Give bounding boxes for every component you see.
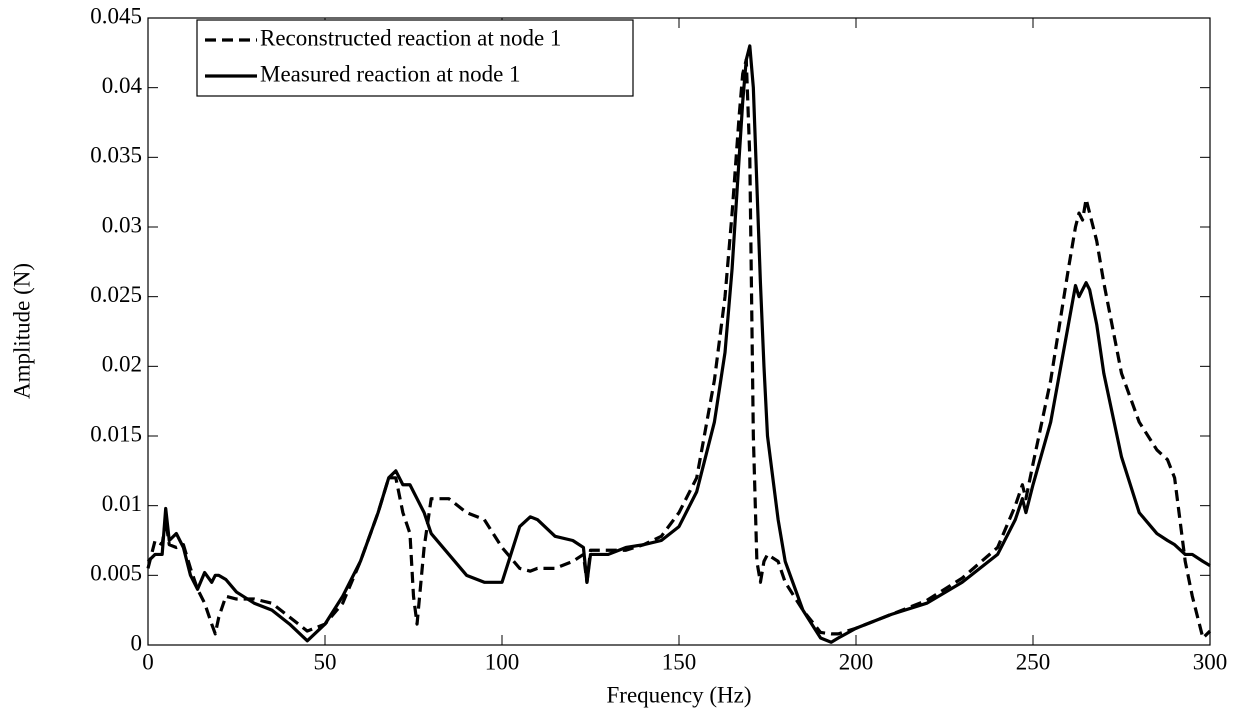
x-tick-label: 200 [839, 649, 874, 674]
x-tick-label: 300 [1193, 649, 1228, 674]
y-tick-label: 0.01 [102, 491, 142, 516]
x-tick-label: 100 [485, 649, 520, 674]
y-tick-label: 0.03 [102, 212, 142, 237]
y-tick-label: 0.02 [102, 352, 142, 377]
y-tick-label: 0.035 [90, 143, 142, 168]
x-tick-label: 150 [662, 649, 697, 674]
y-tick-label: 0.005 [90, 561, 142, 586]
y-axis-label: Amplitude (N) [9, 263, 34, 399]
y-tick-label: 0 [131, 630, 143, 655]
plot-frame [147, 17, 1211, 646]
legend-box [196, 19, 634, 97]
y-tick-label: 0.04 [102, 73, 143, 98]
x-tick-label: 250 [1016, 649, 1051, 674]
x-tick-label: 50 [314, 649, 337, 674]
y-tick-label: 0.025 [90, 282, 142, 307]
series-line [146, 58, 1212, 640]
x-tick-label: 0 [142, 649, 154, 674]
x-axis-label: Frequency (Hz) [607, 682, 752, 707]
series-line [146, 44, 1211, 644]
y-tick-label: 0.015 [90, 421, 142, 446]
y-tick-label: 0.045 [90, 3, 142, 28]
legend-label: Measured reaction at node 1 [260, 61, 521, 86]
legend-label: Reconstructed reaction at node 1 [260, 25, 561, 50]
